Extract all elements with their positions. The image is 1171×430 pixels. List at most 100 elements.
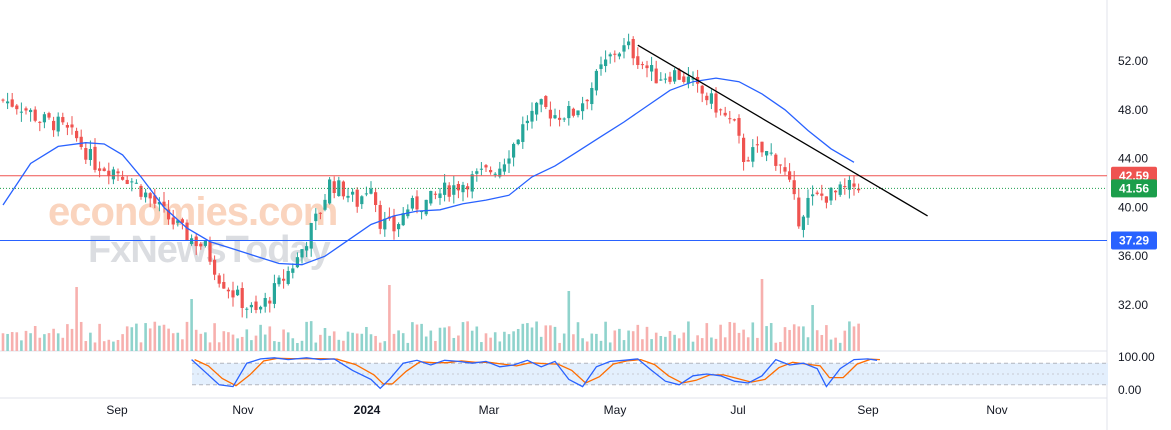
candle-body xyxy=(157,202,161,205)
candle-body xyxy=(364,193,368,195)
volume-bar xyxy=(102,341,106,351)
candle-body xyxy=(309,222,313,249)
volume-bar xyxy=(659,336,663,351)
volume-bar xyxy=(374,335,377,351)
candle-body xyxy=(305,246,309,251)
candle-body xyxy=(525,120,529,124)
candle-body xyxy=(328,179,332,204)
volume-bar xyxy=(677,338,681,351)
volume-bar xyxy=(369,334,373,351)
candle-body xyxy=(590,88,594,105)
candle-body xyxy=(190,238,194,244)
candle-body xyxy=(742,137,746,162)
volume-bar xyxy=(93,342,97,351)
candle-body xyxy=(162,201,166,207)
volume-bar xyxy=(792,324,796,351)
volume-bar xyxy=(254,335,258,351)
volume-bar xyxy=(406,342,410,351)
candle-body xyxy=(429,190,433,204)
candle-body xyxy=(479,168,483,170)
volume-bar xyxy=(641,339,644,351)
candle-body xyxy=(263,297,267,307)
time-tick-label: May xyxy=(604,403,627,417)
volume-bar xyxy=(250,340,253,351)
candle-body xyxy=(769,152,773,154)
candle-body xyxy=(604,59,608,67)
candle-body xyxy=(295,257,299,268)
volume-bar xyxy=(245,329,249,351)
candle-body xyxy=(438,193,442,198)
candle-body xyxy=(502,164,506,172)
volume-bar xyxy=(171,333,175,351)
price-axis-labels: 52.00 48.00 44.00 40.00 36.00 32.00 xyxy=(1118,54,1148,312)
volume-bar xyxy=(595,333,598,351)
candle-body xyxy=(401,213,405,226)
price-tick-label: 32.00 xyxy=(1118,298,1148,312)
candle-body xyxy=(608,54,612,57)
candle-body xyxy=(686,76,690,84)
time-tick-label: Nov xyxy=(986,403,1007,417)
watermark-economies: economies.com xyxy=(48,190,337,234)
volume-bar xyxy=(779,341,782,351)
volume-bar xyxy=(572,334,575,351)
candle-body xyxy=(272,283,276,304)
volume-bar xyxy=(6,333,9,351)
volume-bar xyxy=(530,327,534,351)
volume-bar xyxy=(484,333,488,351)
volume-bar xyxy=(631,331,635,351)
volume-bar xyxy=(167,328,170,351)
candle-body xyxy=(824,196,828,203)
volume-bar xyxy=(355,333,359,351)
volume-bar xyxy=(204,332,207,351)
volume-bar xyxy=(130,327,134,351)
volume-bar xyxy=(737,332,741,351)
candle-body xyxy=(134,182,138,184)
volume-bar xyxy=(650,339,653,351)
volume-bar xyxy=(10,332,14,351)
price-tick-label: 36.00 xyxy=(1118,249,1148,263)
volume-bar xyxy=(544,325,548,351)
candle-body xyxy=(314,213,318,222)
candle-body xyxy=(447,185,451,197)
volume-bar xyxy=(815,330,819,351)
candle-body xyxy=(144,192,148,198)
volume-bar xyxy=(691,341,695,351)
volume-bar xyxy=(337,339,341,351)
volume-bar xyxy=(282,329,285,351)
stochastic-band-fill xyxy=(192,363,1108,385)
svg-text:41.56: 41.56 xyxy=(1119,181,1149,195)
volume-bar xyxy=(452,337,456,351)
volume-bar xyxy=(507,334,511,351)
candle-body xyxy=(470,174,474,192)
candle-body xyxy=(369,188,373,194)
volume-bar xyxy=(834,337,837,351)
candle-body xyxy=(24,108,28,111)
descending-trendline[interactable] xyxy=(637,44,928,217)
candle-body xyxy=(843,186,847,188)
volume-bar xyxy=(521,323,525,351)
candle-body xyxy=(56,116,60,132)
candle-body xyxy=(585,99,589,102)
candle-body xyxy=(176,220,180,223)
volume-bar xyxy=(121,334,124,351)
volume-bar xyxy=(135,323,138,351)
candle-body xyxy=(820,193,824,196)
volume-bar xyxy=(719,324,722,351)
volume-bar xyxy=(728,322,732,351)
volume-bar xyxy=(539,336,543,351)
candle-body xyxy=(185,222,189,241)
candle-body xyxy=(19,111,23,113)
volume-bar xyxy=(857,323,860,351)
candle-body xyxy=(548,109,552,119)
candle-body xyxy=(797,197,801,227)
candle-body xyxy=(774,154,778,166)
candle-body xyxy=(116,171,120,174)
candle-body xyxy=(801,216,805,230)
volume-bar xyxy=(687,321,690,351)
volume-bar xyxy=(70,328,74,351)
volume-bar xyxy=(480,342,483,351)
volume-bars xyxy=(1,279,860,351)
candle-body xyxy=(838,184,842,195)
